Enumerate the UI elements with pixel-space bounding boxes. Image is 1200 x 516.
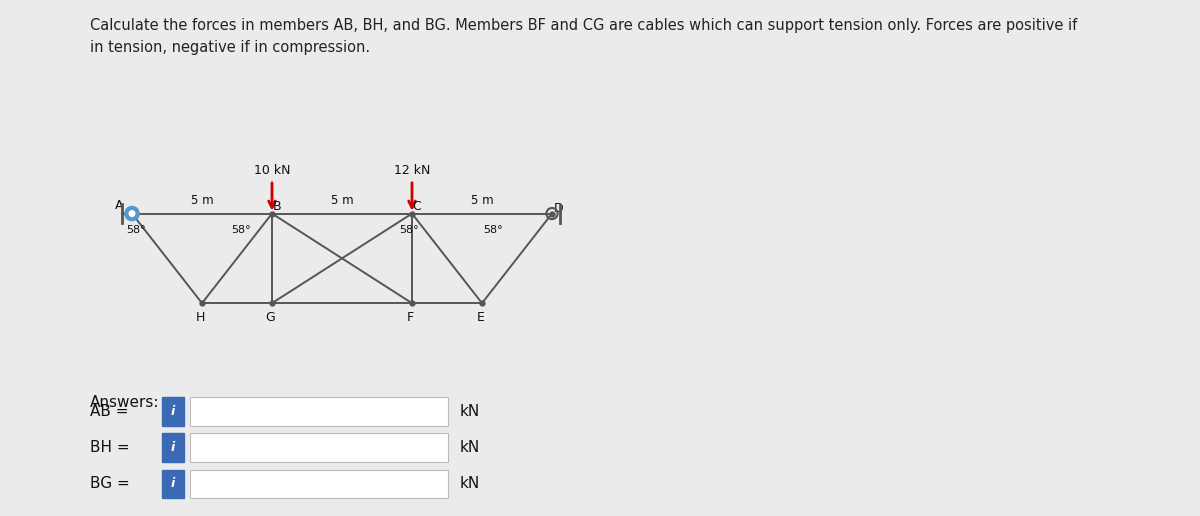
Text: E: E: [476, 311, 485, 324]
Text: F: F: [407, 311, 414, 324]
Text: i: i: [170, 477, 175, 490]
Text: A: A: [115, 199, 124, 212]
Text: H: H: [196, 311, 205, 324]
Circle shape: [130, 211, 134, 216]
Text: 58°: 58°: [400, 225, 419, 235]
Text: kN: kN: [460, 404, 480, 419]
Text: G: G: [265, 311, 276, 324]
Text: 58°: 58°: [232, 225, 251, 235]
Text: Answers:: Answers:: [90, 395, 160, 410]
Text: B: B: [272, 200, 281, 213]
Text: i: i: [170, 441, 175, 454]
Text: AB =: AB =: [90, 404, 128, 419]
Text: 5 m: 5 m: [191, 195, 214, 207]
Text: BG =: BG =: [90, 476, 130, 491]
Text: 10 kN: 10 kN: [253, 164, 290, 176]
Text: BH =: BH =: [90, 440, 130, 455]
Text: 5 m: 5 m: [470, 195, 493, 207]
Text: i: i: [170, 405, 175, 418]
Circle shape: [124, 206, 140, 221]
Text: 58°: 58°: [484, 225, 503, 235]
Text: Calculate the forces in members AB, BH, and BG. Members BF and CG are cables whi: Calculate the forces in members AB, BH, …: [90, 18, 1078, 55]
Text: 5 m: 5 m: [331, 195, 353, 207]
Text: kN: kN: [460, 476, 480, 491]
Text: kN: kN: [460, 440, 480, 455]
Text: C: C: [413, 200, 421, 213]
Text: D: D: [554, 202, 564, 215]
Text: 12 kN: 12 kN: [394, 164, 430, 176]
Text: 58°: 58°: [126, 225, 146, 235]
